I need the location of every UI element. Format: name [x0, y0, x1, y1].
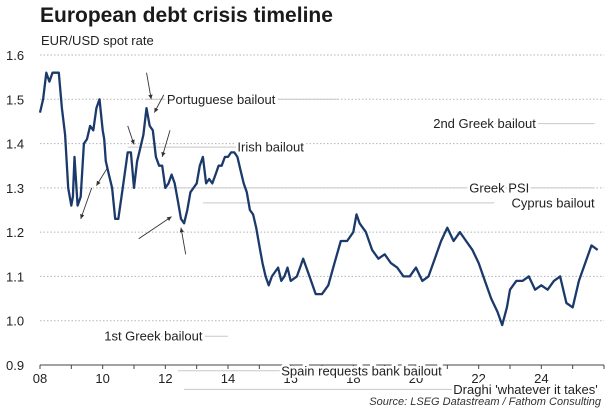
annotation-label: Greek PSI: [469, 180, 529, 195]
annotation-label: Cyprus bailout: [511, 195, 594, 210]
arrow-shaft: [80, 187, 93, 220]
annotation-label: Draghi 'whatever it takes': [453, 382, 597, 397]
annotation-rules: [112, 98, 595, 390]
x-tick-label: 14: [221, 371, 235, 386]
x-tick-label: 22: [471, 371, 485, 386]
y-axis-ticks: 0.9 1.0 1.1 1.2 1.3 1.4 1.5 1.6: [6, 48, 24, 373]
eur-usd-line: [38, 71, 599, 327]
arrow-head: [130, 139, 135, 145]
y-tick-label: 0.9: [6, 358, 24, 373]
x-tick-label: 24: [534, 371, 548, 386]
x-tick-label: 08: [33, 371, 47, 386]
annotation-label: 2nd Greek bailout: [433, 116, 536, 131]
x-tick-label: 20: [409, 371, 423, 386]
annotations: Portuguese bailout 2nd Greek bailout Irish…: [102, 89, 601, 399]
arrow-head: [148, 94, 153, 100]
annotation-arrows: [80, 72, 187, 255]
chart-title: European debt crisis timeline: [40, 4, 333, 27]
arrow-head: [154, 107, 159, 113]
y-tick-label: 1.6: [6, 48, 24, 63]
arrow-shaft: [138, 216, 172, 240]
annotation-label: 1st Greek bailout: [104, 329, 203, 344]
arrow-shaft: [161, 130, 171, 157]
x-tick-label: 18: [346, 371, 360, 386]
source-note: Source: LSEG Datastream / Fathom Consult…: [369, 396, 601, 408]
annotation-label: Portuguese bailout: [167, 92, 276, 107]
x-tick-label: 16: [283, 371, 297, 386]
y-tick-label: 1.0: [6, 314, 24, 329]
y-tick-label: 1.5: [6, 92, 24, 107]
chart-subtitle: EUR/USD spot rate: [41, 33, 154, 48]
arrow-head: [166, 216, 172, 221]
y-tick-label: 1.4: [6, 137, 24, 152]
annotation-label: Irish bailout: [237, 140, 304, 155]
y-tick-label: 1.2: [6, 225, 24, 240]
arrow-head: [80, 213, 85, 219]
y-tick-label: 1.1: [6, 269, 24, 284]
arrow-head: [161, 151, 166, 157]
annotation-label: Spain requests bank bailout: [281, 363, 442, 378]
arrow-head: [96, 180, 101, 186]
arrow-head: [179, 227, 184, 233]
x-tick-label: 10: [95, 371, 109, 386]
x-tick-label: 12: [158, 371, 172, 386]
y-tick-label: 1.3: [6, 181, 24, 196]
x-axis: 08 10 12 14 16 18 20 22 24: [33, 364, 605, 386]
